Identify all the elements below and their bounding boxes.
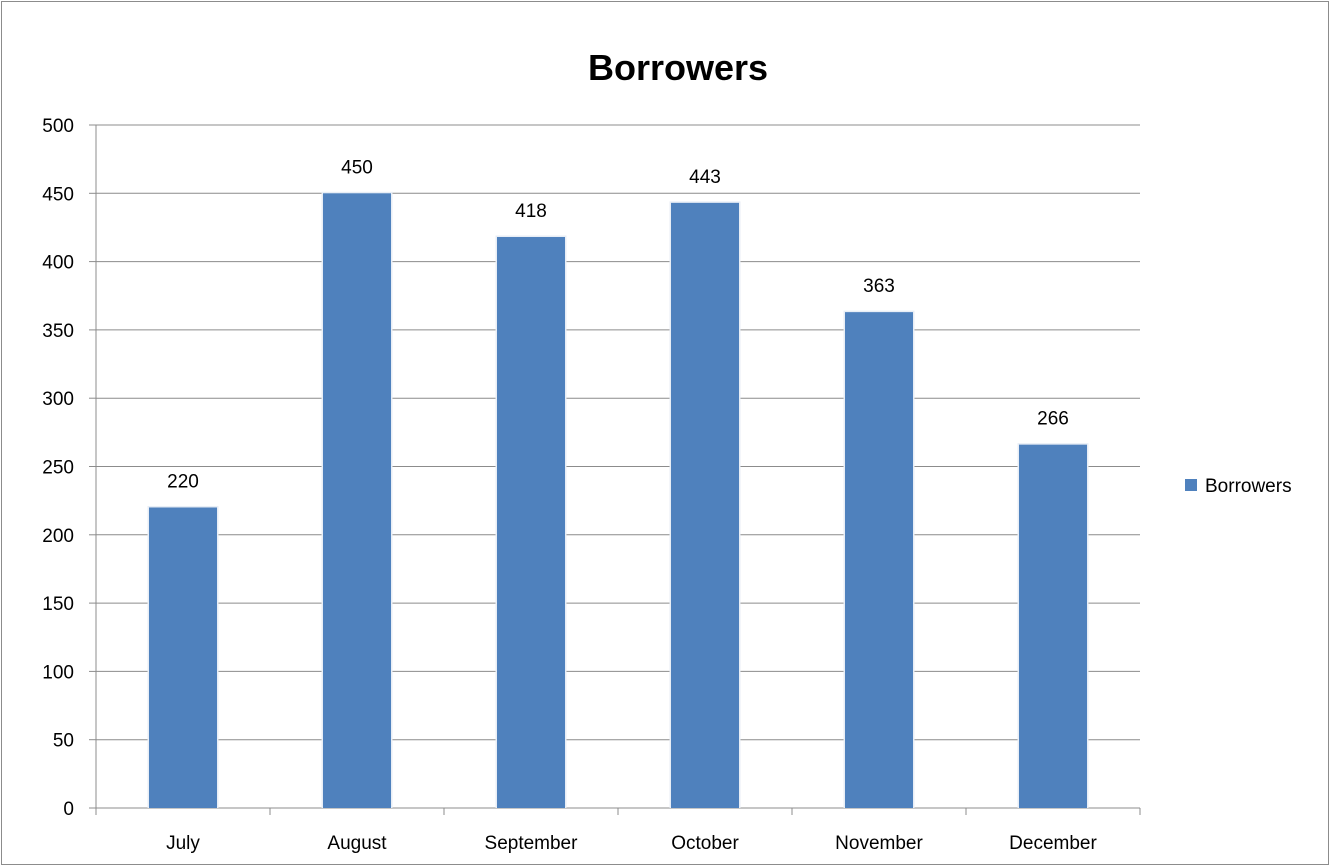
- x-tick-label: October: [671, 833, 739, 854]
- data-label: 443: [689, 167, 721, 188]
- y-tick-label: 100: [42, 662, 74, 683]
- data-label: 266: [1037, 409, 1069, 430]
- y-tick-label: 450: [42, 184, 74, 205]
- data-label: 220: [167, 471, 199, 492]
- y-tick-labels: 0 50 100 150 200 250 300 350 400 450 500: [42, 116, 74, 820]
- bar: [671, 202, 739, 808]
- axes: [95, 125, 1141, 815]
- bars: [147, 191, 1089, 809]
- bar: [149, 507, 217, 808]
- bar: [845, 312, 913, 808]
- gridlines: [89, 124, 1140, 809]
- x-tick-label: July: [166, 833, 200, 854]
- chart-title: Borrowers: [588, 47, 768, 88]
- x-tick-labels: July August September October November Decemb…: [166, 833, 1097, 854]
- x-tick-label: August: [327, 833, 387, 854]
- data-label: 450: [341, 157, 373, 178]
- legend: Borrowers: [1185, 476, 1292, 497]
- y-tick-label: 400: [42, 253, 74, 274]
- data-labels: 220 450 418 443 363 266: [167, 157, 1069, 492]
- y-tick-label: 150: [42, 594, 74, 615]
- x-tick-label: September: [485, 833, 579, 854]
- data-label: 418: [515, 201, 547, 222]
- data-label: 363: [863, 276, 895, 297]
- y-tick-label: 50: [53, 731, 74, 752]
- bar: [497, 237, 565, 809]
- y-tick-label: 0: [63, 799, 74, 820]
- y-tick-label: 200: [42, 526, 74, 547]
- y-tick-label: 250: [42, 458, 74, 479]
- bar: [323, 193, 391, 809]
- legend-swatch: [1185, 479, 1197, 491]
- x-tick-label: December: [1009, 833, 1097, 854]
- y-tick-label: 300: [42, 389, 74, 410]
- y-tick-label: 350: [42, 321, 74, 342]
- bar: [1019, 444, 1087, 808]
- x-tick-label: November: [835, 833, 923, 854]
- legend-label: Borrowers: [1205, 476, 1292, 497]
- y-tick-label: 500: [42, 116, 74, 137]
